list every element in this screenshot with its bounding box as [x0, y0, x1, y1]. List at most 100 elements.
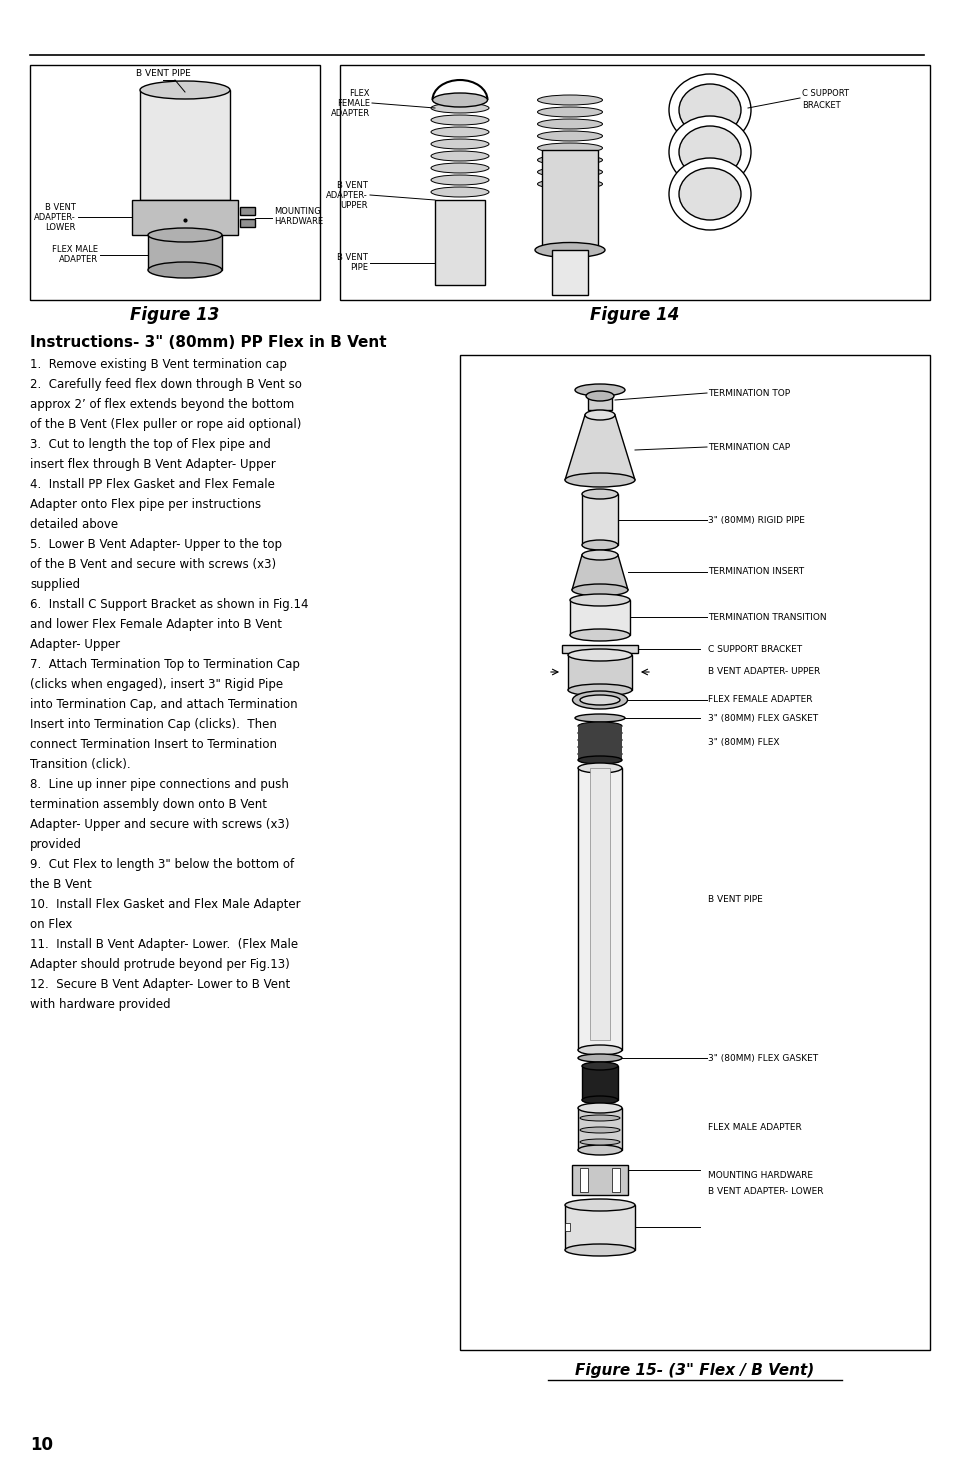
Ellipse shape — [575, 714, 624, 721]
Text: ADAPTER-: ADAPTER- — [34, 212, 76, 221]
Ellipse shape — [579, 1127, 619, 1133]
Bar — [578, 768, 621, 1050]
Ellipse shape — [578, 1103, 621, 1114]
Text: Figure 14: Figure 14 — [590, 305, 679, 324]
Text: Adapter should protrude beyond per Fig.13): Adapter should protrude beyond per Fig.1… — [30, 957, 290, 971]
Text: ADAPTER: ADAPTER — [331, 109, 370, 118]
Text: provided: provided — [30, 838, 82, 851]
Text: 7.  Attach Termination Top to Termination Cap: 7. Attach Termination Top to Termination… — [30, 658, 299, 671]
Ellipse shape — [537, 178, 602, 189]
Ellipse shape — [148, 263, 222, 277]
Text: 9.  Cut Flex to length 3" below the bottom of: 9. Cut Flex to length 3" below the botto… — [30, 858, 294, 872]
Ellipse shape — [572, 690, 627, 709]
Ellipse shape — [564, 1199, 635, 1211]
Ellipse shape — [578, 1145, 621, 1155]
Bar — [589, 768, 609, 1040]
Bar — [148, 235, 222, 270]
Ellipse shape — [668, 117, 750, 187]
Bar — [569, 600, 629, 636]
Text: 6.  Install C Support Bracket as shown in Fig.14: 6. Install C Support Bracket as shown in… — [30, 597, 308, 611]
Text: ADAPTER-: ADAPTER- — [326, 190, 368, 199]
Ellipse shape — [585, 391, 614, 401]
Text: detailed above: detailed above — [30, 518, 118, 531]
Text: approx 2’ of flex extends beyond the bottom: approx 2’ of flex extends beyond the bot… — [30, 398, 294, 412]
Ellipse shape — [431, 103, 489, 114]
Ellipse shape — [578, 1044, 621, 1055]
Text: FLEX FEMALE ADAPTER: FLEX FEMALE ADAPTER — [707, 696, 812, 705]
Text: FLEX: FLEX — [349, 88, 370, 97]
Text: 1.  Remove existing B Vent termination cap: 1. Remove existing B Vent termination ca… — [30, 358, 287, 372]
Ellipse shape — [537, 155, 602, 165]
Ellipse shape — [537, 167, 602, 177]
Text: Figure 15- (3" Flex / B Vent): Figure 15- (3" Flex / B Vent) — [575, 1363, 814, 1378]
Text: (clicks when engaged), insert 3" Rigid Pipe: (clicks when engaged), insert 3" Rigid P… — [30, 678, 283, 690]
Bar — [30, 65, 319, 299]
Text: 4.  Install PP Flex Gasket and Flex Female: 4. Install PP Flex Gasket and Flex Femal… — [30, 478, 274, 491]
Ellipse shape — [578, 721, 621, 730]
Text: TERMINATION TOP: TERMINATION TOP — [707, 388, 789, 397]
Text: Figure 13: Figure 13 — [131, 305, 219, 324]
Ellipse shape — [679, 168, 740, 220]
Bar — [132, 201, 237, 235]
Ellipse shape — [537, 131, 602, 142]
Text: the B Vent: the B Vent — [30, 878, 91, 891]
Text: insert flex through B Vent Adapter- Upper: insert flex through B Vent Adapter- Uppe… — [30, 459, 275, 471]
Text: Adapter- Upper: Adapter- Upper — [30, 639, 120, 650]
Text: into Termination Cap, and attach Termination: into Termination Cap, and attach Termina… — [30, 698, 297, 711]
Text: 3" (80MM) RIGID PIPE: 3" (80MM) RIGID PIPE — [707, 515, 804, 525]
Ellipse shape — [567, 649, 631, 661]
Text: TERMINATION TRANSITION: TERMINATION TRANSITION — [707, 612, 825, 621]
Text: supplied: supplied — [30, 578, 80, 591]
Ellipse shape — [581, 540, 618, 550]
Bar — [564, 1223, 569, 1232]
Ellipse shape — [431, 164, 489, 173]
Bar — [541, 150, 598, 249]
Text: B VENT ADAPTER- LOWER: B VENT ADAPTER- LOWER — [707, 1187, 822, 1196]
Text: C SUPPORT BRACKET: C SUPPORT BRACKET — [707, 645, 801, 653]
Bar — [240, 207, 254, 215]
Text: BRACKET: BRACKET — [801, 102, 840, 111]
Ellipse shape — [581, 490, 618, 499]
Bar — [561, 645, 638, 653]
Text: termination assembly down onto B Vent: termination assembly down onto B Vent — [30, 798, 267, 811]
Text: B VENT: B VENT — [336, 180, 368, 189]
Bar — [578, 726, 621, 760]
Bar — [435, 201, 484, 285]
Text: FLEX MALE: FLEX MALE — [52, 245, 98, 254]
Text: Adapter onto Flex pipe per instructions: Adapter onto Flex pipe per instructions — [30, 499, 261, 510]
Ellipse shape — [431, 127, 489, 137]
Ellipse shape — [537, 119, 602, 128]
Ellipse shape — [537, 94, 602, 105]
Text: FEMALE: FEMALE — [336, 99, 370, 108]
Text: 5.  Lower B Vent Adapter- Upper to the top: 5. Lower B Vent Adapter- Upper to the to… — [30, 538, 282, 552]
Ellipse shape — [569, 594, 629, 606]
Text: 11.  Install B Vent Adapter- Lower.  (Flex Male: 11. Install B Vent Adapter- Lower. (Flex… — [30, 938, 297, 951]
Ellipse shape — [578, 736, 621, 743]
Text: 3" (80MM) FLEX GASKET: 3" (80MM) FLEX GASKET — [707, 1053, 818, 1062]
Ellipse shape — [431, 139, 489, 149]
Text: B VENT: B VENT — [45, 202, 76, 211]
Text: Insert into Termination Cap (clicks).  Then: Insert into Termination Cap (clicks). Th… — [30, 718, 276, 732]
Ellipse shape — [431, 115, 489, 125]
Ellipse shape — [679, 125, 740, 178]
Bar — [552, 249, 587, 295]
Ellipse shape — [567, 684, 631, 696]
Ellipse shape — [564, 473, 635, 487]
Text: 2.  Carefully feed flex down through B Vent so: 2. Carefully feed flex down through B Ve… — [30, 378, 301, 391]
Text: PIPE: PIPE — [350, 263, 368, 271]
Ellipse shape — [535, 242, 604, 258]
Ellipse shape — [579, 695, 619, 705]
Ellipse shape — [584, 410, 615, 420]
Text: C SUPPORT: C SUPPORT — [801, 88, 848, 97]
Text: with hardware provided: with hardware provided — [30, 999, 171, 1010]
Ellipse shape — [581, 1096, 618, 1103]
Text: LOWER: LOWER — [46, 223, 76, 232]
Bar — [240, 218, 254, 227]
Ellipse shape — [579, 1139, 619, 1145]
Ellipse shape — [564, 1243, 635, 1257]
Ellipse shape — [537, 108, 602, 117]
Ellipse shape — [578, 757, 621, 764]
Ellipse shape — [578, 1055, 621, 1062]
Text: 8.  Line up inner pipe connections and push: 8. Line up inner pipe connections and pu… — [30, 777, 289, 791]
Text: FLEX MALE ADAPTER: FLEX MALE ADAPTER — [707, 1124, 801, 1133]
